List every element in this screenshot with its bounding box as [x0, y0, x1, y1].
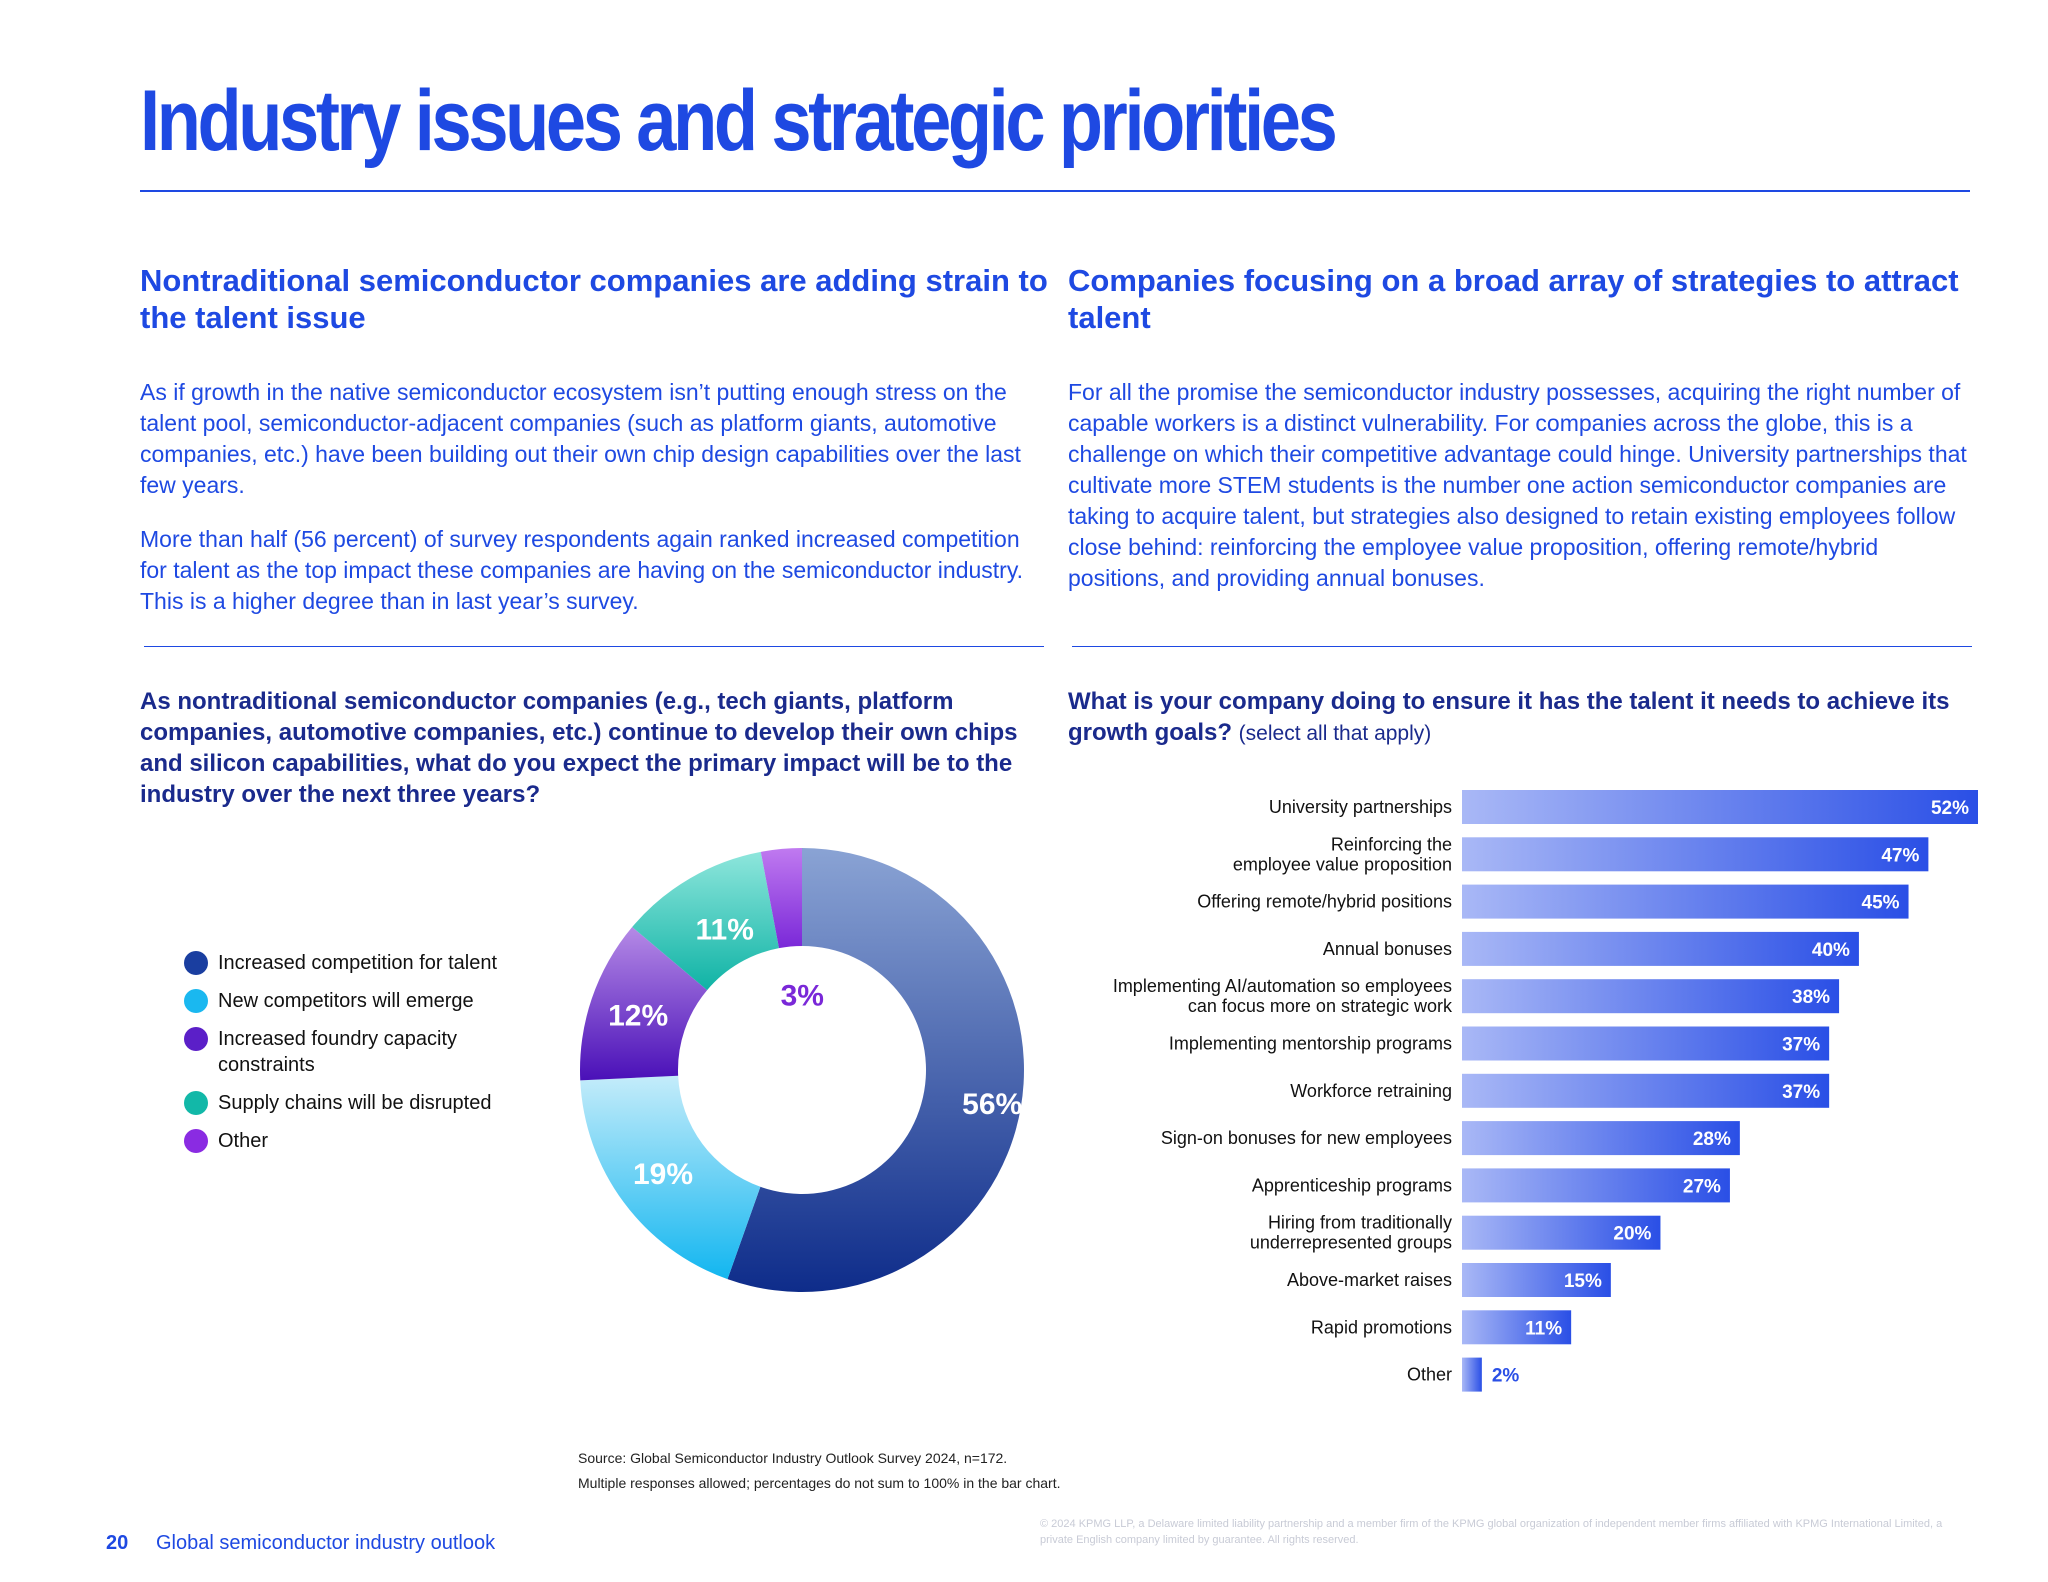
bar-value-label: 47%: [1881, 845, 1919, 866]
bar: [1462, 1026, 1830, 1061]
legend-label: New competitors will emerge: [218, 990, 474, 1012]
bar-value-label: 45%: [1862, 893, 1900, 914]
bar-category-label: Other: [1407, 1365, 1452, 1385]
bar-value-label: 27%: [1683, 1176, 1721, 1197]
bar: [1462, 931, 1859, 966]
bar-value-label: 40%: [1812, 940, 1850, 961]
legend-swatch: [184, 989, 208, 1013]
legend-item: Supply chains will be disrupted: [184, 1090, 544, 1116]
bar-value-label: 11%: [1525, 1318, 1562, 1339]
bar: [1462, 790, 1978, 824]
bar-value-label: 37%: [1782, 1035, 1820, 1056]
legend-item: Increased competition for talent: [184, 950, 544, 976]
bar-category-label: Rapid promotions: [1311, 1317, 1452, 1337]
bar: [1462, 1215, 1661, 1250]
source-line-1: Source: Global Semiconductor Industry Ou…: [578, 1450, 1008, 1466]
legend-swatch: [184, 1027, 208, 1051]
legend-label: Supply chains will be disrupted: [218, 1092, 492, 1114]
bar: [1462, 1121, 1740, 1156]
bar-category-label: Implementing mentorship programs: [1169, 1034, 1452, 1054]
bar-category-label: Reinforcing the employee value propositio…: [1233, 834, 1452, 874]
bar-value-label: 38%: [1792, 987, 1830, 1008]
bar-category-label: Workforce retraining: [1290, 1081, 1452, 1101]
bar-value-label: 37%: [1782, 1082, 1820, 1103]
bar-category-label: Hiring from traditionally underrepresente…: [1250, 1213, 1452, 1253]
donut-chart-question: As nontraditional semiconductor companie…: [140, 688, 1018, 808]
bar-value-label: 20%: [1613, 1224, 1651, 1245]
bar-category-label: Sign-on bonuses for new employees: [1161, 1128, 1452, 1148]
donut-slice: [727, 848, 1024, 1292]
bar: [1462, 979, 1840, 1014]
publication-title: Global semiconductor industry outlook: [156, 1532, 496, 1554]
legend-swatch: [184, 1091, 208, 1115]
bar-value-label: 15%: [1564, 1271, 1602, 1292]
bar-category-label: University partnerships: [1269, 797, 1452, 817]
copyright-notice: © 2024 KPMG LLP, a Delaware limited liab…: [1040, 1518, 1943, 1546]
bar-category-label: Offering remote/hybrid positions: [1197, 892, 1452, 912]
right-section-heading: Companies focusing on a broad array of s…: [1068, 263, 1959, 335]
bar-chart-question-text: What is your company doing to ensure it …: [1068, 688, 1950, 746]
legend-swatch: [184, 1129, 208, 1153]
bar: [1462, 1168, 1730, 1203]
bar-value-label: 28%: [1693, 1129, 1731, 1150]
source-note: Source: Global Semiconductor Industry Ou…: [578, 1446, 1061, 1496]
bar-category-label: Apprenticeship programs: [1252, 1175, 1452, 1195]
bar: [1462, 884, 1909, 919]
donut-slice: [580, 1075, 761, 1280]
donut-data-label: 19%: [633, 1158, 693, 1191]
page-number: 20: [106, 1532, 129, 1554]
right-paragraph-1: For all the promise the semiconductor in…: [1068, 379, 1967, 591]
bar-chart: 52% University partnerships 47% Reinforcing…: [1113, 790, 1978, 1392]
left-section-heading: Nontraditional semiconductor companies a…: [140, 263, 1048, 335]
bar-category-label: Above-market raises: [1287, 1270, 1452, 1290]
bar-chart-question: What is your company doing to ensure it …: [1068, 686, 1978, 749]
legend-label: Increased competition for talent: [218, 952, 498, 974]
legend-label: Increased foundry capacity constraints: [218, 1028, 458, 1076]
donut-legend: Increased competition for talent New comp…: [184, 950, 544, 1166]
bar-chart-question-note: (select all that apply): [1238, 722, 1432, 745]
bar-category-label: Annual bonuses: [1323, 939, 1452, 959]
legend-label: Other: [218, 1130, 269, 1152]
source-line-2: Multiple responses allowed; percentages …: [578, 1475, 1061, 1491]
legend-item: New competitors will emerge: [184, 988, 544, 1014]
bar: [1462, 1073, 1830, 1108]
donut-data-label: 12%: [608, 999, 668, 1032]
left-text-section: Nontraditional semiconductor companies a…: [140, 262, 1050, 614]
donut-slice: [760, 848, 802, 949]
title-divider: [140, 190, 1970, 192]
donut-slice: [580, 927, 708, 1081]
right-divider: [1072, 646, 1972, 647]
right-text-section: Companies focusing on a broad array of s…: [1068, 262, 1978, 591]
bar: [1462, 837, 1929, 872]
donut-data-label: 56%: [962, 1088, 1022, 1121]
donut-slice: [632, 851, 779, 991]
bar-category-label: Implementing AI/automation so employees c…: [1113, 976, 1453, 1016]
bar-value-label: 52%: [1931, 798, 1969, 819]
bar-value-label: 2%: [1492, 1366, 1520, 1387]
legend-swatch: [184, 951, 208, 975]
legend-item: Other: [184, 1128, 544, 1154]
bar: [1462, 1357, 1482, 1392]
page-title: Industry issues and strategic priorities: [140, 73, 1338, 169]
legend-item: Increased foundry capacity constraints: [184, 1026, 544, 1078]
bar: [1462, 1263, 1611, 1297]
left-paragraph-2: More than half (56 percent) of survey re…: [140, 526, 1024, 614]
bar: [1462, 1310, 1572, 1345]
left-paragraph-1: As if growth in the native semiconductor…: [140, 379, 1021, 498]
left-divider: [144, 646, 1044, 647]
donut-chart: 56% 19% 12% 11% 3%: [580, 848, 1024, 1292]
donut-data-label: 11%: [696, 914, 754, 947]
donut-data-label: 3%: [781, 979, 824, 1012]
